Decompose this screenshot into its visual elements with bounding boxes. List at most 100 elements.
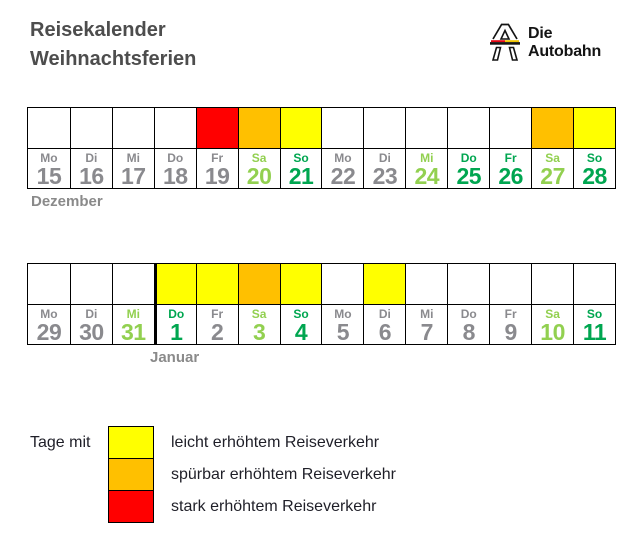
traffic-swatch	[196, 264, 238, 305]
day-cell-29: Mo 29	[28, 264, 70, 344]
traffic-swatch	[448, 264, 490, 305]
traffic-swatch	[112, 264, 154, 305]
weekday-label: Mi	[126, 151, 140, 165]
date-label: 7	[420, 319, 434, 345]
day-cell-11: So 11	[573, 264, 615, 344]
legend-label-light: leicht erhöhtem Reiseverkehr	[171, 433, 380, 451]
date-label: 22	[330, 163, 356, 189]
day-cell-20: Sa 20	[237, 108, 280, 188]
day-cell-15: Mo 15	[28, 108, 70, 188]
day-label: Di 6	[364, 305, 405, 344]
logo-line2: Autobahn	[528, 43, 602, 60]
day-label: Sa 20	[239, 149, 280, 188]
traffic-swatch	[280, 108, 322, 149]
day-cell-31: Mi 31	[111, 264, 154, 344]
day-label: Fr 2	[197, 305, 238, 344]
day-label: Do 1	[157, 305, 196, 344]
date-label: 8	[462, 319, 476, 345]
date-label: 29	[36, 319, 62, 345]
traffic-swatch	[112, 108, 154, 149]
weekday-label: Di	[85, 151, 98, 165]
weekday-label: Mo	[40, 151, 58, 165]
day-cell-23: Di 23	[363, 108, 406, 188]
date-label: 28	[582, 163, 607, 189]
day-label: Fr 19	[197, 149, 238, 188]
weekday-label: Mo	[334, 151, 352, 165]
weekday-label: Mi	[420, 151, 434, 165]
day-label: So 28	[574, 149, 615, 188]
calendar-row-january: Mo 29 Di 30 Mi 31 Do 1 Fr 2 Sa 3 So 4 Mo 5 Di 6 Mi 7 Do 8 Fr 9 S…	[27, 263, 616, 345]
weekday-label: So	[293, 151, 309, 165]
day-cell-4: So 4	[279, 264, 322, 344]
traffic-swatch	[238, 264, 280, 305]
date-label: 23	[372, 163, 398, 189]
page-title-line2: Weihnachtsferien	[30, 48, 197, 70]
traffic-swatch	[574, 108, 615, 149]
day-label: Sa 3	[239, 305, 280, 344]
date-label: 27	[540, 163, 565, 189]
day-cell-30: Di 30	[69, 264, 112, 344]
weekday-label: So	[586, 151, 603, 165]
traffic-swatch	[70, 264, 112, 305]
day-label: Mo 15	[28, 149, 70, 188]
day-cell-7: Mi 7	[405, 264, 448, 344]
weekday-label: Do	[167, 151, 184, 165]
day-label: Di 23	[364, 149, 405, 188]
legend-swatch-light	[108, 426, 154, 459]
traffic-swatch	[196, 108, 238, 149]
day-label: Mi 17	[113, 149, 154, 188]
day-cell-19: Fr 19	[195, 108, 238, 188]
day-cell-18: Do 18	[153, 108, 196, 188]
day-label: So 21	[281, 149, 322, 188]
legend-row-medium: spürbar erhöhtem Reiseverkehr	[30, 458, 396, 491]
date-label: 6	[378, 319, 392, 345]
day-cell-22: Mo 22	[321, 108, 364, 189]
day-cell-28: So 28	[573, 108, 615, 188]
weekday-label: Do	[168, 307, 185, 321]
day-label: Fr 9	[490, 305, 531, 344]
date-label: 2	[211, 319, 224, 345]
weekday-label: Fr	[504, 151, 517, 165]
traffic-swatch	[156, 264, 196, 305]
traffic-swatch	[322, 108, 364, 149]
legend-label-high: stark erhöhtem Reiseverkehr	[171, 497, 377, 515]
date-label: 4	[294, 319, 308, 345]
month-label-januar: Januar	[150, 349, 200, 366]
weekday-label: Mi	[126, 307, 140, 321]
day-cell-1: Do 1	[153, 264, 196, 344]
day-label: Mi 31	[113, 305, 154, 344]
calendar-row-december: Mo 15 Di 16 Mi 17 Do 18 Fr 19 Sa 20 So 21 Mo 22 Di 23 Mi 24…	[27, 107, 616, 189]
day-cell-26: Fr 26	[489, 108, 532, 188]
legend-swatch-high	[108, 490, 154, 523]
logo-line1: Die	[528, 25, 553, 42]
date-label: 24	[414, 163, 440, 189]
legend-label-medium: spürbar erhöhtem Reiseverkehr	[171, 465, 396, 483]
day-label: Di 30	[71, 305, 112, 344]
traffic-swatch	[406, 108, 448, 149]
day-cell-8: Do 8	[447, 264, 490, 345]
day-label: So 11	[574, 305, 615, 344]
day-cell-5: Mo 5	[321, 264, 364, 344]
legend-row-high: stark erhöhtem Reiseverkehr	[30, 490, 396, 523]
date-label: 20	[246, 163, 272, 189]
date-label: 3	[252, 319, 266, 345]
traffic-swatch	[490, 264, 532, 305]
weekday-label: Mo	[40, 307, 58, 321]
day-label: Mo 5	[322, 305, 363, 344]
day-label: So 4	[281, 305, 322, 344]
weekday-label: Mi	[420, 307, 434, 321]
weekday-label: Di	[85, 307, 98, 321]
date-label: 10	[540, 319, 565, 345]
date-label: 11	[582, 319, 607, 345]
date-label: 30	[79, 319, 104, 345]
weekday-label: Mo	[334, 307, 352, 321]
weekday-label: Do	[460, 151, 477, 165]
day-cell-21: So 21	[279, 108, 322, 188]
legend-prefix: Tage mit	[30, 433, 91, 451]
day-label: Sa 27	[532, 149, 573, 188]
legend-swatch-medium	[108, 458, 154, 491]
traffic-swatch	[322, 264, 364, 305]
weekday-label: Sa	[545, 151, 560, 165]
day-label: Mi 7	[406, 305, 447, 344]
